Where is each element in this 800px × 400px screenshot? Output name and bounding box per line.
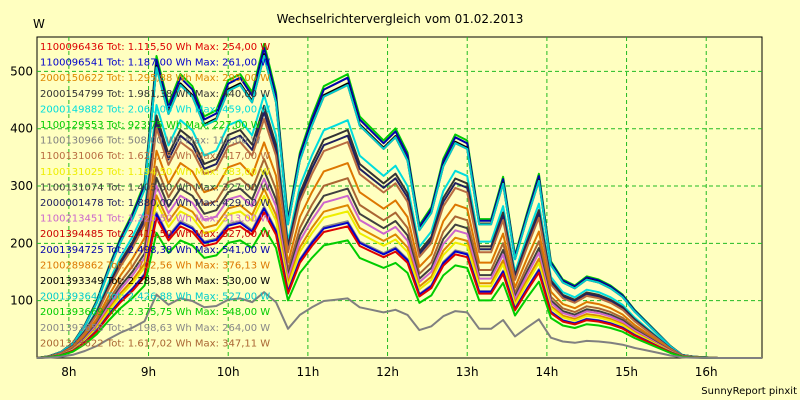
x-tick-label: 15h <box>615 365 638 379</box>
legend-entry: 2100289862 Tot: 1.702,56 Wh Max: 376,13 … <box>40 260 270 271</box>
legend-entry: 1100096436 Tot: 1.115,50 Wh Max: 254,00 … <box>40 42 270 53</box>
legend-entry: 1100131074 Tot: 1.403,50 Wh Max: 327,00 … <box>40 182 270 193</box>
legend-entry: 2001394725 Tot: 2.498,38 Wh Max: 541,00 … <box>40 245 270 256</box>
legend-entry: 2001393349 Tot: 2.285,88 Wh Max: 530,00 … <box>40 276 270 287</box>
y-tick-label: 400 <box>10 122 33 136</box>
legend-entry: 1100096541 Tot: 1.187,00 Wh Max: 261,00 … <box>40 58 270 69</box>
legend-entry: 2000154799 Tot: 1.981,38 Wh Max: 440,00 … <box>40 89 270 100</box>
x-tick-label: 16h <box>695 365 718 379</box>
legend-entry: 2000001478 Tot: 1.880,00 Wh Max: 429,00 … <box>40 198 270 209</box>
y-tick-label: 100 <box>10 294 33 308</box>
x-tick-label: 14h <box>535 365 558 379</box>
legend-entry: 2000149882 Tot: 2.061,00 Wh Max: 459,00 … <box>40 104 270 115</box>
legend-entry: 2001393669 Tot: 2.375,75 Wh Max: 548,00 … <box>40 307 270 318</box>
series-line <box>36 118 762 359</box>
x-tick-label: 13h <box>456 365 479 379</box>
series-line <box>36 177 762 359</box>
series-line <box>36 194 762 359</box>
chart-title: Wechselrichtervergleich vom 01.02.2013 <box>277 12 524 26</box>
legend-entry: 2001393641 Tot: 2.426,88 Wh Max: 527,00 … <box>40 292 270 303</box>
legend-entry: 1100213451 Tot: 1.320,50 Wh Max: 313,00 … <box>40 214 270 225</box>
series-line <box>36 54 762 359</box>
y-tick-label: 200 <box>10 236 33 250</box>
series-line <box>36 211 762 359</box>
plot-area: 100 200 300 400 500 8h 9h 10h 11h 12h 13h 14h 15h 16h… <box>10 36 763 379</box>
legend-entry: 1100131006 Tot: 1.621,75 Wh Max: 417,00 … <box>40 151 270 162</box>
y-tick-label: 500 <box>10 64 33 78</box>
legend-entry: 2001394485 Tot: 2.413,50 Wh Max: 527,00 … <box>40 229 270 240</box>
series-line <box>36 158 762 359</box>
series-line <box>36 226 762 359</box>
footer-credit: SunnyReport pinxit <box>701 386 797 397</box>
x-tick-label: 8h <box>61 365 76 379</box>
legend-entry: 2001393658 Tot: 1.198,63 Wh Max: 264,00 … <box>40 323 270 334</box>
x-tick-label: 9h <box>141 365 156 379</box>
legend-entry: 2000150622 Tot: 1.295,88 Wh Max: 295,00 … <box>40 73 270 84</box>
legend-entry: 2001393622 Tot: 1.617,02 Wh Max: 347,11 … <box>40 338 270 349</box>
series-line <box>36 93 762 359</box>
series-line <box>36 291 762 359</box>
x-tick-label: 10h <box>217 365 240 379</box>
legend-entry: 1100129553 Tot: 923,75 Wh Max: 227,00 W <box>40 120 261 131</box>
legend-entry: 1100130966 Tot: 508,00 Wh Max: 115,00 W <box>40 136 261 147</box>
legend-entry: 1100131025 Tot: 1.194,50 Wh Max: 283,00 … <box>40 167 270 178</box>
y-tick-label: 300 <box>10 179 33 193</box>
x-tick-label: 12h <box>376 365 399 379</box>
series-line <box>36 141 762 359</box>
x-tick-label: 11h <box>296 365 319 379</box>
y-axis-label: W <box>33 17 45 31</box>
